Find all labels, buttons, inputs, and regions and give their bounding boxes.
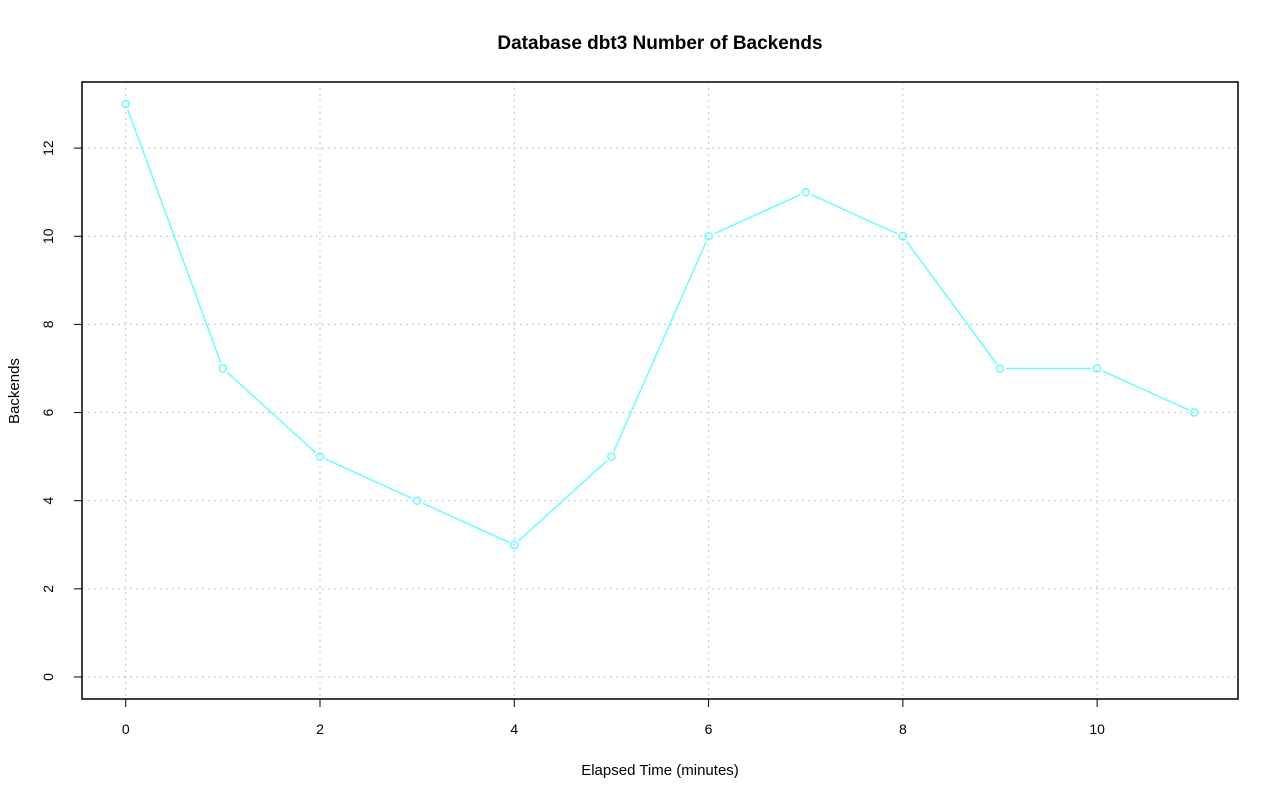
- grid: [82, 82, 1238, 699]
- x-tick-label: 2: [316, 721, 324, 737]
- series-layer: [121, 99, 1199, 550]
- y-tick-label: 12: [40, 140, 56, 156]
- y-tick-label: 6: [40, 408, 56, 416]
- data-point: [218, 364, 228, 373]
- data-point: [898, 231, 908, 241]
- series-line-segment: [713, 193, 801, 235]
- data-point: [315, 452, 325, 461]
- y-tick-label: 2: [40, 585, 56, 593]
- data-point: [121, 99, 131, 109]
- x-tick-label: 8: [899, 721, 907, 737]
- series-line-segment: [518, 460, 608, 542]
- series-line-segment: [226, 371, 317, 454]
- data-point: [801, 187, 811, 197]
- data-point: [704, 231, 713, 241]
- plot-frame: [81, 81, 1239, 700]
- y-tick-label: 0: [40, 673, 56, 681]
- y-tick-label: 8: [40, 320, 56, 328]
- series-line-segment: [810, 193, 898, 235]
- y-tick-label: 10: [40, 228, 56, 244]
- data-point: [412, 496, 422, 506]
- chart-title: Database dbt3 Number of Backends: [497, 33, 822, 54]
- series-line-segment: [613, 241, 707, 452]
- x-tick-label: 4: [510, 721, 518, 737]
- series-line-segment: [127, 109, 222, 364]
- y-axis-label: Backends: [6, 358, 23, 424]
- x-tick-label: 0: [122, 721, 130, 737]
- x-tick-label: 6: [705, 721, 713, 737]
- y-tick-label: 4: [40, 497, 56, 505]
- series-line-segment: [1102, 370, 1190, 411]
- data-point: [1189, 408, 1199, 417]
- series-line-segment: [422, 502, 510, 543]
- data-point: [509, 540, 519, 550]
- series-line-segment: [905, 240, 998, 365]
- data-point: [607, 452, 616, 461]
- series-line-segment: [325, 458, 412, 499]
- data-point: [995, 364, 1005, 373]
- x-axis-label: Elapsed Time (minutes): [581, 762, 739, 779]
- data-point: [1092, 364, 1102, 373]
- x-tick-label: 10: [1089, 721, 1105, 737]
- series: [121, 99, 1199, 550]
- axes: 0 2 4 6 8 10 0 2 4 6 8 10 12: [40, 140, 1105, 737]
